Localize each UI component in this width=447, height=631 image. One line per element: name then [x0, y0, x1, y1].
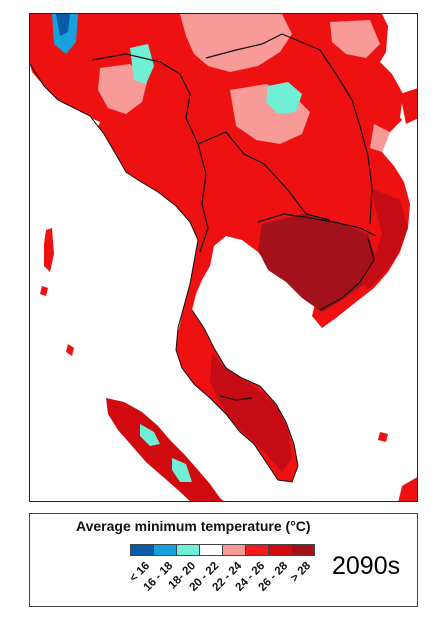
cool-patch-north	[130, 44, 154, 84]
map-canvas	[30, 14, 417, 501]
border-laos-vietnam	[281, 33, 373, 225]
cool-patch-sumatra	[140, 424, 160, 446]
cambodia-hot-zone	[258, 214, 376, 312]
border-cambodia-vietnam	[319, 237, 375, 311]
andaman-islands	[44, 228, 54, 272]
legend: Average minimum temperature (°C) < 16 16 …	[29, 513, 418, 607]
border-cambodia	[257, 213, 377, 237]
legend-swatch	[222, 544, 246, 556]
small-island-1	[40, 286, 48, 296]
legend-swatch	[130, 544, 154, 556]
cool-patch-laos	[266, 82, 302, 114]
pink-highlands-central	[370, 124, 390, 152]
coastline	[30, 63, 299, 483]
small-island-4	[398, 477, 417, 501]
legend-title: Average minimum temperature (°C)	[76, 518, 311, 534]
cool-patch-sumatra-2	[172, 458, 192, 482]
legend-swatch	[245, 544, 269, 556]
gulf-of-thailand	[210, 266, 306, 350]
legend-swatches	[130, 544, 315, 556]
small-island-2	[66, 344, 74, 356]
mild-patch-west	[86, 116, 100, 132]
small-island-5	[400, 88, 417, 124]
malay-peninsula-zone	[210, 354, 292, 472]
legend-swatch	[291, 544, 315, 556]
legend-swatch	[153, 544, 177, 556]
legend-swatch	[268, 544, 292, 556]
border-myanmar-thailand	[179, 73, 209, 253]
legend-swatch	[176, 544, 200, 556]
coldest-core-north	[56, 14, 70, 36]
border-thailand-laos	[197, 131, 331, 221]
temperature-map	[29, 13, 418, 502]
country-borders	[91, 33, 377, 401]
border-laos-china	[205, 33, 283, 59]
period-label: 2090s	[332, 552, 401, 580]
border-thailand-malaysia	[219, 395, 253, 401]
mekong-delta-hot-zone	[360, 188, 408, 290]
legend-swatch-label: > 28	[288, 560, 314, 585]
pink-highlands-east	[330, 20, 380, 58]
sumatra-landmass	[106, 398, 224, 501]
legend-swatch	[199, 544, 223, 556]
small-island-3	[378, 432, 388, 442]
andaman-sea	[30, 134, 190, 384]
border-north	[91, 53, 181, 75]
mainland-landmass	[30, 14, 410, 482]
